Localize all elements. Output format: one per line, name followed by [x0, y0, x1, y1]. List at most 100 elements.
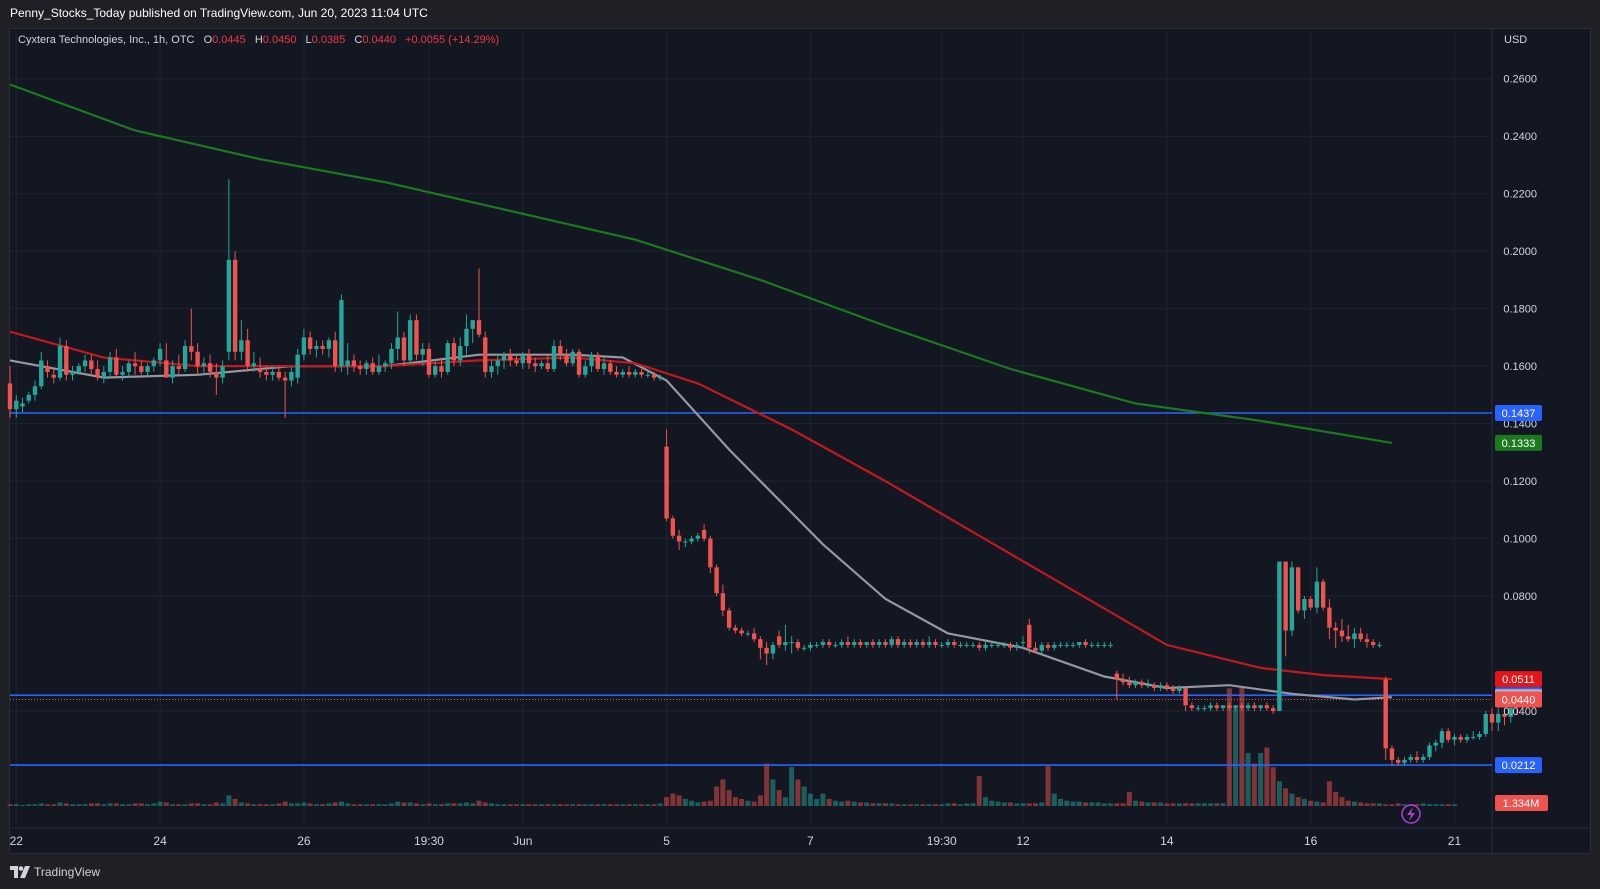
price-badge: 0.1333	[1495, 434, 1542, 451]
candle-body	[720, 593, 726, 611]
volume-bar	[457, 803, 463, 806]
volume-bar	[1170, 803, 1176, 806]
candle-body	[983, 644, 988, 648]
price-badge-bg	[1495, 434, 1542, 451]
volume-bar	[1333, 791, 1339, 806]
volume-bar	[1289, 793, 1295, 806]
candle-body	[1496, 713, 1501, 723]
candle-body	[808, 644, 813, 648]
candle-body	[232, 259, 238, 352]
candle-body	[76, 366, 81, 372]
candle-body	[82, 360, 88, 367]
price-axis-label: 0.0800	[1503, 591, 1537, 603]
volume-bar	[839, 801, 845, 806]
candle-body	[345, 360, 350, 367]
candle-body	[514, 360, 519, 364]
low-label: L	[305, 34, 312, 46]
candle-body	[1270, 708, 1276, 712]
volume-bar	[376, 804, 382, 806]
volume-bar	[907, 804, 913, 806]
candle-body	[182, 346, 188, 370]
candle-body	[420, 348, 425, 355]
volume-bar	[413, 803, 419, 806]
price-axis-label: 0.1400	[1503, 419, 1537, 431]
candle-body	[245, 340, 250, 367]
volume-bar	[401, 802, 407, 806]
candle-body	[1446, 731, 1451, 740]
volume-bar	[1164, 803, 1170, 806]
volume-bar	[338, 801, 344, 806]
candle-body	[339, 300, 344, 367]
candle-body	[195, 351, 200, 367]
volume-bar	[914, 804, 920, 806]
time-axis-label: 19:30	[927, 834, 957, 848]
volume-bar	[1214, 803, 1220, 806]
candle-body	[770, 644, 776, 654]
candle-body	[501, 354, 507, 361]
volume-bar	[751, 801, 757, 806]
candle-body	[1452, 736, 1457, 740]
candle-body	[1102, 644, 1107, 646]
candle-body	[126, 363, 131, 372]
volume-bar	[664, 797, 670, 806]
volume-bar	[1101, 803, 1107, 806]
candle-body	[1064, 644, 1069, 646]
lightning-icon[interactable]	[1401, 804, 1421, 824]
volume-bar	[732, 797, 738, 806]
candle-body	[64, 346, 69, 375]
volume-bar	[832, 800, 838, 806]
volume-bar	[651, 804, 657, 806]
candle-body	[889, 639, 894, 645]
candle-body	[45, 366, 50, 372]
volume-bar	[957, 804, 963, 806]
candle-body	[495, 360, 500, 367]
time-axis-label: 21	[1448, 834, 1462, 848]
candle-body	[1027, 624, 1032, 648]
candle-body	[489, 366, 494, 372]
candle-body	[614, 371, 619, 375]
volume-bar	[1189, 803, 1195, 806]
candle-body	[320, 346, 325, 349]
volume-bar	[582, 804, 588, 806]
candle-body	[464, 328, 469, 347]
candle-body	[1208, 705, 1213, 709]
candle-body	[151, 360, 157, 367]
candle-body	[1152, 685, 1157, 689]
moving-average-line	[9, 83, 1393, 444]
volume-bar	[1045, 766, 1051, 806]
candle-body	[1414, 757, 1420, 760]
price-axis-label: 0.2600	[1503, 74, 1537, 86]
price-badge-bg	[1495, 671, 1542, 688]
volume-bar	[270, 804, 276, 806]
volume-bar	[895, 804, 901, 806]
volume-bar	[426, 803, 432, 806]
candle-body	[483, 337, 488, 372]
candle-body	[239, 340, 244, 352]
volume-bar	[45, 804, 51, 806]
volume-bar	[670, 793, 676, 806]
volume-bar	[76, 804, 82, 806]
volume-bar	[370, 804, 376, 806]
candle-body	[251, 363, 257, 367]
candle-body	[14, 400, 19, 410]
volume-bar	[1345, 800, 1351, 806]
candle-body	[57, 346, 63, 378]
volume-bar	[445, 803, 451, 806]
candle-body	[301, 337, 307, 355]
price-badge-label: 0.1333	[1502, 438, 1536, 450]
price-axis-label: 0.1200	[1503, 476, 1537, 488]
volume-bar	[345, 803, 351, 806]
volume-bar	[1264, 747, 1270, 806]
candle-body	[689, 538, 694, 542]
volume-bar	[145, 804, 151, 806]
tradingview-logo[interactable]: TradingView	[10, 865, 100, 879]
candle-body	[564, 354, 569, 364]
volume-bar	[282, 801, 288, 806]
candle-body	[1227, 705, 1232, 709]
candle-body	[814, 644, 819, 646]
candle-body	[1320, 581, 1326, 608]
candle-body	[1477, 734, 1482, 737]
chart-frame[interactable]	[9, 28, 1591, 854]
volume-bar	[826, 798, 832, 806]
